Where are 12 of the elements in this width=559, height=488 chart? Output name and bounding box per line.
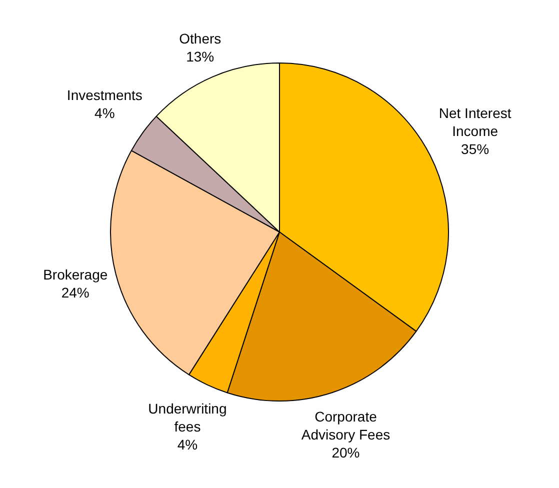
slice-label: Underwriting fees [148, 400, 227, 434]
data-label: 20% [332, 444, 360, 461]
data-label: 4% [177, 436, 198, 452]
data-label: 35% [461, 141, 490, 158]
slice-label: Net Interest Income [438, 105, 512, 140]
data-label: 13% [186, 48, 214, 64]
slice-label: Others [179, 30, 222, 46]
slice-label: Investments [66, 86, 142, 103]
data-label: 24% [61, 284, 90, 300]
slice-label: Corporate Advisory Fees [301, 408, 390, 443]
slice-label: Brokerage [43, 266, 108, 282]
data-label: 4% [94, 104, 115, 121]
